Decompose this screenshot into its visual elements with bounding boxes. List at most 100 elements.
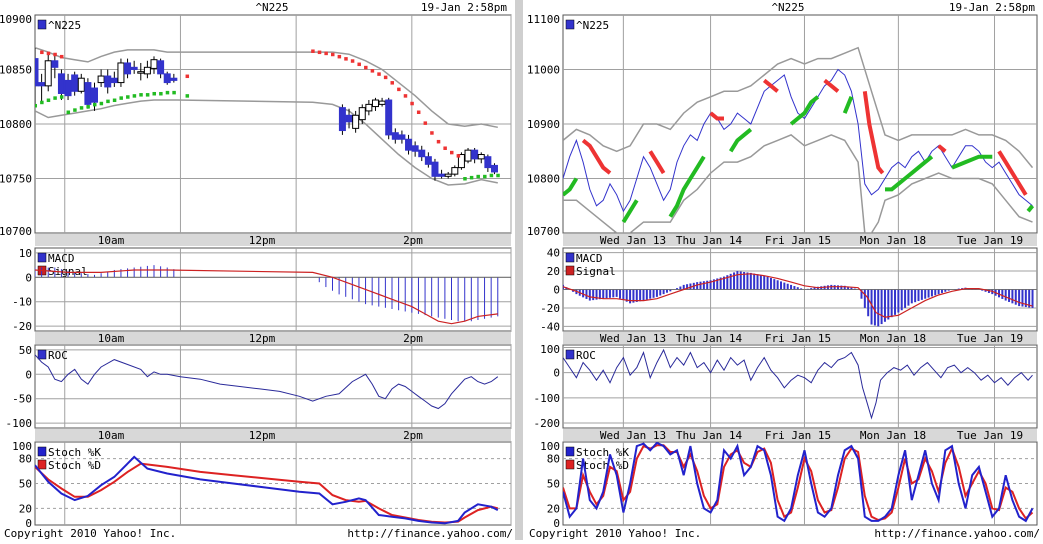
intraday-sar-dot <box>496 173 500 178</box>
intraday-sar-dot <box>40 100 44 105</box>
intraday-macd-xband <box>35 332 511 344</box>
fiveday-macd-xtick: Wed Jan 13 <box>600 332 666 345</box>
intraday-sar-dot <box>132 94 137 98</box>
intraday-roc-xtick: 2pm <box>403 429 423 442</box>
intraday-price-xtick: 12pm <box>249 234 276 247</box>
intraday-bollinger-upper <box>35 46 498 129</box>
fiveday-macd-xtick: Mon Jan 18 <box>860 332 926 345</box>
fiveday-roc-data <box>563 348 1033 420</box>
fiveday-price-xtick: Thu Jan 14 <box>676 234 743 247</box>
fiveday-stoch-ytick: 20 <box>547 502 560 515</box>
intraday-sar-dot <box>126 95 130 99</box>
intraday-macd-xtick: 10am <box>98 332 125 345</box>
intraday-price-ytick: 10750 <box>0 173 32 186</box>
intraday-macd-ytick: 10 <box>19 247 32 260</box>
intraday-bollinger-lower <box>35 99 498 186</box>
intraday-stoch-ytick: 0 <box>25 517 32 530</box>
fiveday-bollinger-lower <box>563 134 1033 233</box>
fiveday-price-legend-swatch <box>565 19 575 30</box>
intraday-candle <box>411 145 419 152</box>
fiveday-bollinger-upper <box>563 46 1034 169</box>
footer-right: Copyright 2010 Yahoo! Inc. http://finance… <box>529 527 1040 540</box>
intraday-sar-dot <box>317 50 322 55</box>
intraday-roc-legend-label: ROC <box>48 349 68 362</box>
yahoo-link[interactable]: http://finance.yahoo.com/ <box>874 527 1040 540</box>
fiveday-sar-segment <box>885 155 934 192</box>
intraday-price-ytick: 10700 <box>0 225 32 238</box>
intraday-roc-ytick: 0 <box>25 368 32 381</box>
fiveday-macd-panel: 40 20 0 -20 -40 Wed Jan 13 Thu Jan 14 Fri Jan 1… <box>540 247 1038 345</box>
fiveday-price-legend-label: ^N225 <box>576 19 609 32</box>
fiveday-roc-xtick: Thu Jan 14 <box>676 429 743 442</box>
fiveday-macd-xband <box>563 332 1037 344</box>
intraday-sar-dot <box>430 131 434 135</box>
intraday-price-ytick: 10850 <box>0 64 32 77</box>
intraday-sar-dot <box>53 96 57 100</box>
intraday-sar-dot <box>324 51 328 56</box>
intraday-sar-dot <box>469 175 474 180</box>
fiveday-macd-legend-swatch <box>565 265 575 276</box>
intraday-sar-dot <box>35 103 37 108</box>
fiveday-roc-ytick: -100 <box>534 392 561 405</box>
fiveday-stoch-legend-label: Stoch %K <box>576 446 629 459</box>
intraday-sar-dot <box>350 59 355 63</box>
fiveday-macd-xtick: Thu Jan 14 <box>676 332 743 345</box>
fiveday-roc-legend-label: ROC <box>576 349 596 362</box>
intraday-candle <box>35 58 39 87</box>
fiveday-price-ytick: 10900 <box>527 118 560 131</box>
fiveday-roc-ytick: -200 <box>534 417 561 430</box>
yahoo-link[interactable]: http://finance.yahoo.com/ <box>347 527 513 540</box>
intraday-candle <box>431 161 439 177</box>
intraday-sar-dot <box>357 62 361 67</box>
intraday-candle <box>464 149 472 162</box>
intraday-stoch-k-line <box>35 455 499 525</box>
intraday-stoch-data <box>35 455 499 525</box>
intraday-sar-dot <box>139 93 143 97</box>
intraday-macd-data <box>35 265 511 325</box>
intraday-macd-ytick: -20 <box>12 320 32 333</box>
fiveday-macd-ytick: 20 <box>547 265 560 278</box>
fiveday-timestamp: 19-Jan 2:58pm <box>949 1 1035 14</box>
intraday-candle <box>170 77 178 81</box>
intraday-sar-dot <box>423 121 428 125</box>
intraday-candle <box>130 66 138 70</box>
fiveday-macd-ytick: -40 <box>540 320 560 333</box>
fiveday-roc-ytick: 100 <box>540 343 560 356</box>
intraday-candle <box>424 156 432 165</box>
fiveday-macd-data <box>563 271 1037 327</box>
intraday-sar-dot <box>390 81 394 85</box>
fiveday-macd-legend-swatch <box>565 252 575 263</box>
intraday-sar-dot <box>436 139 441 144</box>
intraday-candle <box>64 79 72 97</box>
fiveday-price-xband <box>563 234 1037 246</box>
intraday-candle <box>352 114 360 129</box>
intraday-sar-dot <box>172 90 176 95</box>
intraday-roc-ytick: -100 <box>6 417 33 430</box>
intraday-roc-frame <box>34 344 512 429</box>
intraday-candle <box>91 87 98 103</box>
fiveday-price-ytick: 11100 <box>527 13 560 26</box>
intraday-candle <box>477 154 485 160</box>
fiveday-price-xtick: Wed Jan 13 <box>600 234 666 247</box>
intraday-sar-dot <box>46 51 51 56</box>
intraday-stoch-legend-swatch <box>37 459 47 470</box>
intraday-sar-dot <box>403 94 408 98</box>
intraday-candle <box>104 75 112 88</box>
intraday-sar-dot <box>337 54 342 59</box>
intraday-sar-dot <box>112 98 117 103</box>
intraday-candle <box>137 71 145 74</box>
fiveday-macd-ytick: 0 <box>553 284 560 297</box>
intraday-stoch-legend-label: Stoch %K <box>48 446 101 459</box>
copyright-text: Copyright 2010 Yahoo! Inc. <box>529 527 701 540</box>
intraday-candle <box>444 173 452 177</box>
intraday-candle <box>490 164 498 173</box>
intraday-stoch-ytick: 20 <box>19 502 32 515</box>
fiveday-price-ytick: 11000 <box>527 64 560 77</box>
intraday-stoch-legend-label: Stoch %D <box>48 459 101 472</box>
fiveday-roc-panel: 100 0 -100 -200 Wed Jan 13 Thu Jan 14 Fri Jan … <box>534 343 1038 442</box>
fiveday-signal-line <box>563 273 1033 318</box>
intraday-roc-ytick: -50 <box>12 393 32 406</box>
